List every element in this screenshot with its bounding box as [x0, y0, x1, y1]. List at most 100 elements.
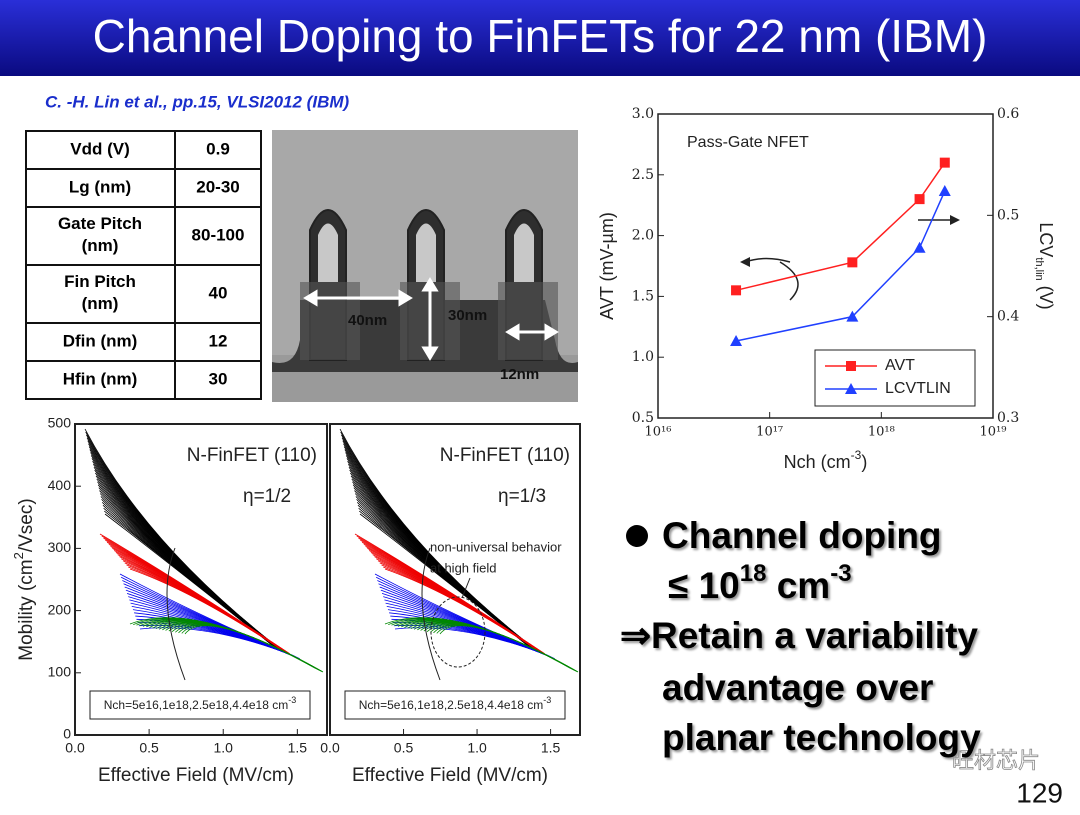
y-axis-label: AVT (mV-µm) [597, 212, 617, 320]
x-tick-label: 1.0 [214, 740, 234, 756]
x-tick-label: 1.5 [288, 740, 308, 756]
x-axis-label-part: Nch (cm [784, 452, 851, 472]
curve [128, 566, 283, 651]
bullet-text: advantage over [662, 667, 933, 708]
series-line [735, 190, 946, 342]
y2-tick-label: 0.6 [997, 106, 1019, 122]
curve [383, 566, 538, 651]
y2-tick-label: 0.4 [997, 309, 1019, 325]
table-cell-line: Fin Pitch [64, 272, 136, 291]
x-axis-label-part: -3 [851, 448, 862, 462]
curve [359, 513, 528, 646]
table-cell: 40 [209, 283, 228, 302]
y-tick-label: 500 [48, 415, 72, 431]
plot-frame [657, 113, 994, 419]
curve [384, 617, 579, 673]
table-cell: Dfin (nm) [63, 331, 138, 350]
bullet-text: ≤ 1018 cm-3 [668, 560, 852, 606]
marker [730, 334, 743, 346]
y-tick-label: 2.5 [632, 167, 654, 183]
curve [181, 624, 316, 669]
marker [913, 241, 926, 253]
sem-image [272, 130, 578, 402]
table-cell: 0.9 [206, 139, 230, 158]
y-tick-label: 2.0 [632, 228, 654, 244]
y-tick-label: 200 [48, 601, 72, 617]
series-line [735, 162, 946, 292]
curve [430, 623, 572, 670]
y2-axis-label-part: LCV [1036, 222, 1056, 257]
curve [104, 513, 273, 646]
curve [171, 623, 318, 670]
bullet-text-part: Channel doping [662, 515, 942, 556]
x-tick-label: 10¹⁹ [980, 425, 1007, 440]
marker [847, 257, 858, 268]
y-tick-label: 0 [63, 726, 71, 742]
bullet-text-part: cm [766, 565, 830, 606]
note-box [344, 690, 566, 720]
page-number: 129 [1016, 777, 1063, 808]
x-axis-label: Effective Field (MV/cm) [98, 765, 294, 786]
pointer [461, 577, 471, 599]
x-tick-label: 0.5 [139, 740, 159, 756]
bullet-text-part: 18 [740, 560, 767, 587]
curve [168, 623, 318, 670]
curve [433, 624, 572, 669]
curve [384, 568, 538, 651]
curve [426, 623, 573, 670]
plot-frame [74, 423, 328, 736]
marker [939, 157, 950, 168]
legend-label: AVT [885, 357, 915, 374]
x-axis-label: Effective Field (MV/cm) [352, 765, 548, 786]
table-cell: 20-30 [196, 177, 239, 196]
table-cell-line: (nm) [82, 236, 119, 255]
table-cell: 30 [209, 369, 228, 388]
annotation: η=1/2 [243, 486, 291, 507]
curve [394, 627, 548, 656]
x-tick-label: 1.0 [467, 740, 487, 756]
bullet-text-part: -3 [830, 560, 851, 587]
note-part: -3 [288, 695, 296, 705]
bullet-dot [626, 525, 648, 547]
marker [846, 310, 859, 322]
curve [439, 625, 571, 669]
x-tick-label: 0.0 [320, 740, 340, 756]
y-tick-label: 400 [48, 477, 72, 493]
note: Nch=5e16,1e18,2.5e18,4.4e18 cm-3 [104, 695, 297, 712]
note-part: -3 [543, 695, 551, 705]
y-axis-label: Mobility (cm2/Vsec) [11, 498, 37, 660]
bullet-text-part: planar technology [662, 717, 981, 758]
y2-axis-label: LCVth,lin (V) [1033, 222, 1056, 309]
annotation: N-FinFET (110) [187, 445, 317, 466]
marker [914, 194, 925, 205]
annotation: at high field [430, 560, 497, 575]
watermark: 旺材芯片 [952, 748, 1040, 773]
marker [938, 185, 951, 197]
curve [129, 568, 283, 651]
legend-marker [846, 361, 856, 371]
x-tick-label: 0.0 [65, 740, 85, 756]
sem-label: 40nm [348, 312, 387, 329]
bullet-text-part: ⇒Retain a variability [620, 615, 978, 656]
curve [139, 627, 293, 656]
axis-arrow [950, 215, 960, 225]
bullet-text: planar technology [662, 717, 981, 758]
legend-box [814, 349, 976, 407]
arrow [421, 547, 441, 681]
x-tick-label: 10¹⁸ [868, 425, 895, 440]
plot-frame [329, 423, 581, 736]
table-cell: Lg (nm) [69, 177, 131, 196]
curve [129, 617, 324, 673]
table-cell: Fin Pitch (nm) [64, 272, 136, 313]
bullet-text-part: ≤ 10 [668, 565, 740, 606]
annotation: η=1/3 [498, 486, 546, 507]
y-axis-label-part: /Vsec) [16, 498, 37, 552]
y2-axis-label-part: (V) [1036, 281, 1056, 310]
sem-label: 12nm [500, 366, 539, 383]
note-box [89, 690, 311, 720]
table-cell-line: Gate Pitch [58, 214, 142, 233]
annotation: Pass-Gate NFET [687, 134, 809, 151]
table-cell: 80-100 [192, 225, 245, 244]
legend-marker [845, 383, 857, 394]
y-tick-label: 100 [48, 664, 72, 680]
